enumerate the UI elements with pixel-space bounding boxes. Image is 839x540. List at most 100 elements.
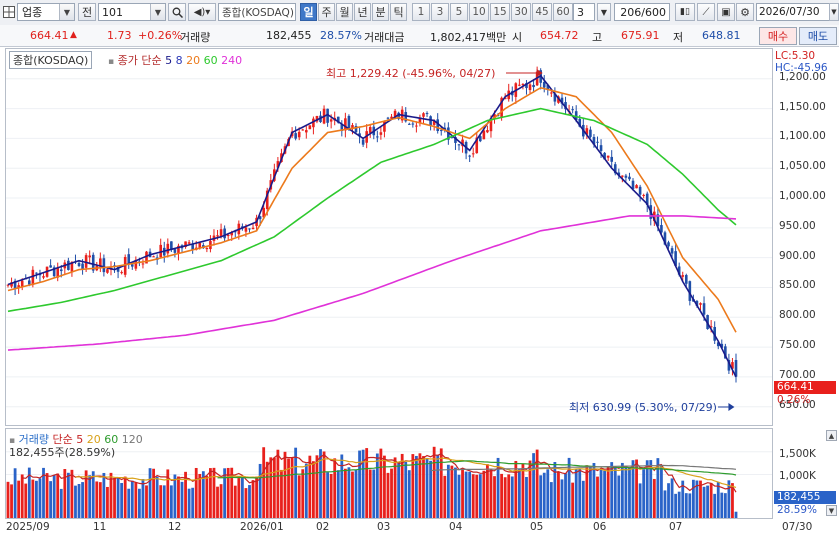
volume-bar [272, 457, 276, 518]
minute-option-2[interactable]: 5 [450, 3, 468, 21]
volume-bar [287, 458, 290, 518]
candle-body [450, 136, 454, 138]
candle-body [386, 117, 390, 119]
volume-bar [542, 472, 546, 518]
stock-name-field[interactable]: 종합(KOSDAQ) [218, 3, 296, 21]
date-picker-button[interactable]: ▼ [829, 3, 839, 21]
minute-option-7[interactable]: 60 [553, 3, 573, 21]
volume-bar [411, 454, 415, 518]
hc-label: HC:-45.96 [775, 62, 828, 74]
volume-chart-pane[interactable]: ▪ 거래량 단순 5 20 60 120 182,455주(28.59%) [5, 428, 773, 519]
period-tab-3[interactable]: 년 [354, 3, 371, 21]
volume-bar [237, 478, 241, 518]
sell-button[interactable]: 매도 [799, 27, 837, 45]
sound-button[interactable]: ◀)▾ [188, 3, 216, 21]
candle-body [702, 303, 706, 315]
right-axis: LC:5.30 HC:-45.96 1,200.00 1,150.00 1,100.… [773, 48, 839, 519]
period-tab-5[interactable]: 틱 [390, 3, 407, 21]
minute-option-5[interactable]: 30 [511, 3, 531, 21]
custom-period-input[interactable]: 3 [573, 3, 595, 21]
candle-body [642, 194, 645, 196]
volume-bar [652, 478, 656, 518]
buy-button[interactable]: 매수 [759, 27, 797, 45]
vol-tick-1500: 1,500K [779, 448, 816, 460]
all-button[interactable]: 전 [78, 3, 96, 21]
chevron-down-icon: ▼ [828, 506, 835, 515]
candle-body [628, 176, 631, 180]
minute-option-1[interactable]: 3 [431, 3, 449, 21]
draw-line-button[interactable]: ⟋ [697, 3, 715, 21]
volume-bar [436, 454, 440, 518]
period-tab-1[interactable]: 주 [318, 3, 335, 21]
search-button[interactable] [168, 3, 186, 21]
price-chart [6, 66, 772, 411]
volume-bar [642, 469, 646, 518]
settings-button[interactable]: ⚙ [736, 3, 754, 21]
save-button[interactable]: ▣ [717, 3, 735, 21]
candle-body [503, 97, 507, 100]
amount-label: 거래대금 [364, 31, 405, 44]
code-input[interactable]: 101 ▼ [98, 3, 166, 21]
volume-bar [713, 493, 717, 518]
date-input[interactable]: 2026/07/30 [756, 3, 830, 21]
trend-line-icon: ⟋ [702, 6, 710, 18]
custom-period-dropdown[interactable]: ▼ [597, 3, 611, 21]
volume-bar [596, 476, 599, 518]
volume-bar [560, 479, 564, 518]
volume-bar [102, 472, 106, 518]
candle-body [152, 256, 155, 258]
candle-body [198, 243, 202, 249]
chevron-down-icon[interactable]: ▼ [59, 4, 74, 20]
candle-body [17, 285, 20, 288]
x-axis-label: 2026/01 [240, 521, 284, 533]
minute-option-3[interactable]: 10 [469, 3, 489, 21]
candle-body [173, 249, 177, 253]
volume-bar [343, 468, 347, 518]
minute-option-6[interactable]: 45 [532, 3, 552, 21]
index-label[interactable]: 종합(KOSDAQ) [9, 51, 93, 69]
candle-body [404, 112, 408, 122]
pane-scroll-up[interactable]: ▲ [826, 430, 837, 441]
volume-bar [159, 485, 163, 518]
x-axis-label: 07 [669, 521, 683, 533]
price-chart-pane[interactable]: 종합(KOSDAQ) ▪ 종가 단순 5 8 20 60 240 최고 1,22… [5, 48, 773, 426]
chevron-down-icon[interactable]: ▼ [150, 4, 165, 20]
chevron-down-icon: ▼ [600, 7, 608, 17]
candle-body [42, 276, 45, 278]
candle-body [585, 128, 589, 135]
period-tab-0[interactable]: 일 [300, 3, 317, 21]
candle-body [457, 144, 461, 146]
candle-body [106, 269, 109, 273]
candle-body [621, 175, 624, 177]
pane-scroll-down[interactable]: ▼ [826, 505, 837, 516]
ma-5-label: 5 [165, 54, 173, 67]
grid-icon[interactable] [2, 3, 16, 21]
data-count-field[interactable]: 206/600 [614, 3, 670, 21]
volume-bar [489, 468, 493, 518]
volume-bar [77, 483, 81, 518]
volume-bar [280, 469, 283, 518]
volume-bar [347, 467, 351, 518]
candle-body [684, 275, 688, 284]
chart-type-button[interactable]: ▮▯ [675, 3, 695, 21]
volume-bar [219, 484, 223, 518]
candle-body [592, 136, 596, 145]
volume-bar [184, 471, 187, 518]
volume-bar [709, 482, 713, 518]
candle-body [656, 214, 660, 227]
period-tab-4[interactable]: 분 [372, 3, 389, 21]
stock-name: 종합(KOSDAQ) [222, 6, 294, 19]
price-tick: 1,200.00 [779, 70, 826, 83]
volume-bar [567, 457, 571, 518]
open-label: 시 [512, 31, 523, 44]
minute-option-0[interactable]: 1 [412, 3, 430, 21]
minute-option-4[interactable]: 15 [490, 3, 510, 21]
ma-line-240 [7, 215, 737, 351]
volume-bar [230, 467, 234, 518]
volume-bar [10, 484, 13, 518]
volume-bar [255, 476, 258, 518]
period-tab-2[interactable]: 월 [336, 3, 353, 21]
volume-bar [248, 485, 251, 518]
market-select[interactable]: 업종 ▼ [17, 3, 75, 21]
volume-bar [432, 446, 436, 518]
